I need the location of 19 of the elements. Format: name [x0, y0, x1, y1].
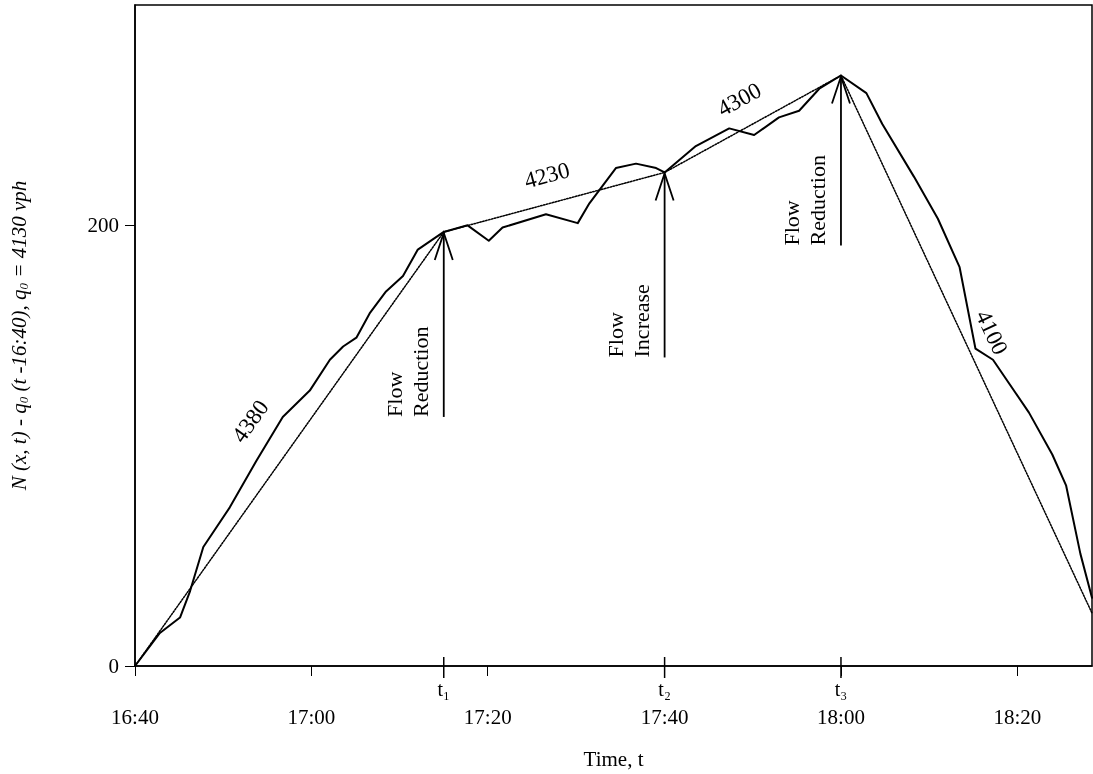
text: t₁ — [437, 678, 451, 700]
x-tick-label: 18:20 — [993, 704, 1042, 729]
x-tick-label: 17:00 — [287, 704, 336, 729]
y-axis-title: N (x, t) - q0 (t -16:40), q0 = 4130 vph — [6, 180, 31, 492]
text: t₃ — [834, 678, 848, 700]
annotation: Flow Reduction — [382, 326, 434, 417]
y-tick-label: 200 — [87, 213, 119, 238]
x-tick-label: 17:40 — [640, 704, 689, 729]
x-tick-label: 17:20 — [463, 704, 512, 729]
annotation: 4230 — [521, 157, 573, 194]
x-axis-title: Time, t — [583, 746, 644, 771]
annotation: Flow Reduction — [779, 155, 831, 246]
y-tick-label: 0 — [108, 654, 119, 678]
x-tick-label: 16:40 — [111, 704, 159, 729]
annotation: 4300 — [713, 77, 766, 122]
annotation: Flow Increase — [603, 284, 655, 358]
text: t₂ — [658, 678, 671, 700]
annotation: 4100 — [970, 306, 1013, 359]
x-tick-label: 18:00 — [817, 704, 865, 729]
